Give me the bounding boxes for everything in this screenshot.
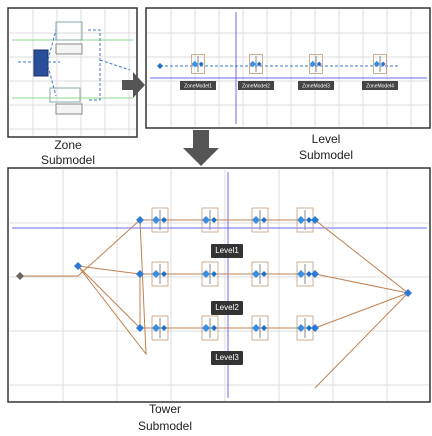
zone-panel xyxy=(8,8,137,137)
zone-block xyxy=(34,50,48,76)
arrow-down xyxy=(183,130,219,166)
caption: Submodel xyxy=(138,419,192,433)
zone-label: ZoneModel4 xyxy=(366,83,394,89)
zone-label: ZoneModel3 xyxy=(302,83,330,89)
zone-label: ZoneModel1 xyxy=(184,83,212,89)
level-label: Level1 xyxy=(215,246,239,255)
level-label: Level3 xyxy=(215,353,239,362)
caption: Level xyxy=(312,132,341,146)
caption: Submodel xyxy=(299,148,353,162)
figure: ZoneModel1 ZoneModel2 ZoneModel3 ZoneModel4… xyxy=(0,0,432,436)
caption: Submodel xyxy=(41,153,95,167)
caption: Zone xyxy=(54,138,82,152)
zone-box xyxy=(56,44,82,54)
zone-label: ZoneModel2 xyxy=(242,83,270,89)
caption: Tower xyxy=(149,402,181,416)
level-label: Level2 xyxy=(215,303,239,312)
zone-box xyxy=(56,104,82,114)
